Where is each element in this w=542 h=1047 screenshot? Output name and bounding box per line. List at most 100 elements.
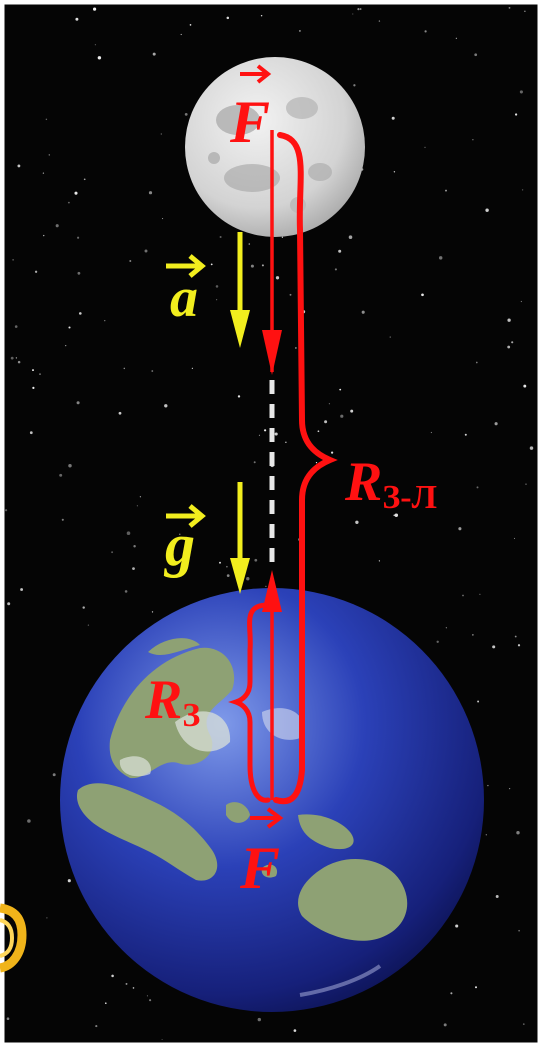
- star: [210, 263, 213, 266]
- star: [340, 414, 344, 418]
- star: [514, 113, 518, 116]
- star: [352, 13, 354, 15]
- force-arrowhead-on-earth: [262, 570, 282, 612]
- star: [45, 118, 48, 121]
- star: [508, 787, 511, 790]
- star: [139, 496, 142, 498]
- star: [474, 53, 478, 57]
- star: [520, 300, 523, 303]
- star: [34, 270, 38, 273]
- star: [250, 264, 254, 268]
- gravity-label: g: [163, 504, 206, 578]
- star: [12, 259, 14, 261]
- star: [462, 594, 464, 597]
- earth-moon-distance-main: R: [344, 451, 382, 513]
- star: [55, 224, 59, 228]
- star: [7, 602, 11, 606]
- force-label-moon-text: F: [229, 89, 270, 155]
- star: [67, 201, 70, 204]
- star: [104, 1002, 107, 1005]
- star: [48, 154, 50, 156]
- star: [97, 56, 102, 60]
- star: [216, 299, 218, 301]
- vector-arrow-over-g: [166, 504, 206, 528]
- star: [104, 320, 106, 322]
- star: [445, 627, 447, 629]
- gravity-arrow-earth: [230, 482, 250, 594]
- star: [32, 386, 35, 390]
- star: [394, 513, 399, 517]
- star: [43, 234, 45, 237]
- star: [179, 533, 181, 535]
- star: [516, 830, 520, 835]
- star: [265, 585, 267, 588]
- star: [315, 461, 318, 464]
- star: [76, 401, 80, 405]
- star: [82, 606, 85, 609]
- star: [334, 268, 337, 271]
- star: [511, 341, 514, 344]
- earth-radius-label: RЗ: [144, 669, 200, 734]
- star: [507, 318, 511, 322]
- star: [436, 640, 439, 643]
- star: [445, 189, 447, 192]
- force-label-moon: F: [229, 64, 272, 155]
- star: [126, 531, 131, 535]
- star: [475, 986, 477, 989]
- star: [257, 1017, 261, 1022]
- star: [523, 384, 527, 388]
- star: [514, 635, 517, 638]
- acceleration-label-text: a: [170, 267, 198, 329]
- star: [77, 271, 81, 275]
- star: [226, 16, 230, 20]
- star: [275, 276, 280, 280]
- star: [111, 551, 114, 554]
- star: [189, 24, 192, 26]
- star: [83, 178, 86, 181]
- star: [93, 7, 97, 11]
- star: [485, 208, 489, 212]
- star: [10, 356, 14, 360]
- star: [443, 1023, 447, 1027]
- earth-radius-brace: [228, 602, 271, 803]
- star: [519, 90, 523, 94]
- star: [20, 588, 24, 591]
- star: [68, 326, 71, 329]
- star: [17, 360, 21, 364]
- star: [476, 486, 479, 489]
- star: [289, 293, 292, 296]
- star: [136, 505, 138, 507]
- star: [495, 895, 499, 898]
- gravity-label-text: g: [163, 512, 195, 578]
- earth-radius-subscript: З: [182, 697, 200, 734]
- star: [148, 191, 153, 195]
- star: [151, 370, 154, 372]
- star: [219, 235, 222, 239]
- star: [219, 561, 221, 564]
- force-label-earth-text: F: [239, 835, 280, 901]
- star: [475, 361, 478, 364]
- star: [317, 430, 320, 433]
- star: [151, 611, 154, 613]
- star: [123, 367, 126, 370]
- star: [191, 367, 193, 369]
- bracket-glyph-inner: [0, 918, 15, 958]
- star: [162, 218, 164, 220]
- star: [281, 236, 284, 238]
- star: [529, 446, 534, 450]
- star: [361, 310, 365, 314]
- earth-moon-distance-brace: [273, 132, 338, 805]
- star: [455, 924, 459, 928]
- star: [338, 249, 342, 253]
- star: [328, 403, 331, 405]
- star: [164, 404, 168, 408]
- star: [353, 84, 356, 87]
- star: [258, 434, 260, 436]
- star: [348, 235, 353, 239]
- star: [129, 260, 132, 262]
- star: [391, 116, 395, 120]
- star: [46, 917, 48, 919]
- star: [507, 345, 511, 349]
- star: [450, 992, 453, 995]
- star: [438, 256, 443, 260]
